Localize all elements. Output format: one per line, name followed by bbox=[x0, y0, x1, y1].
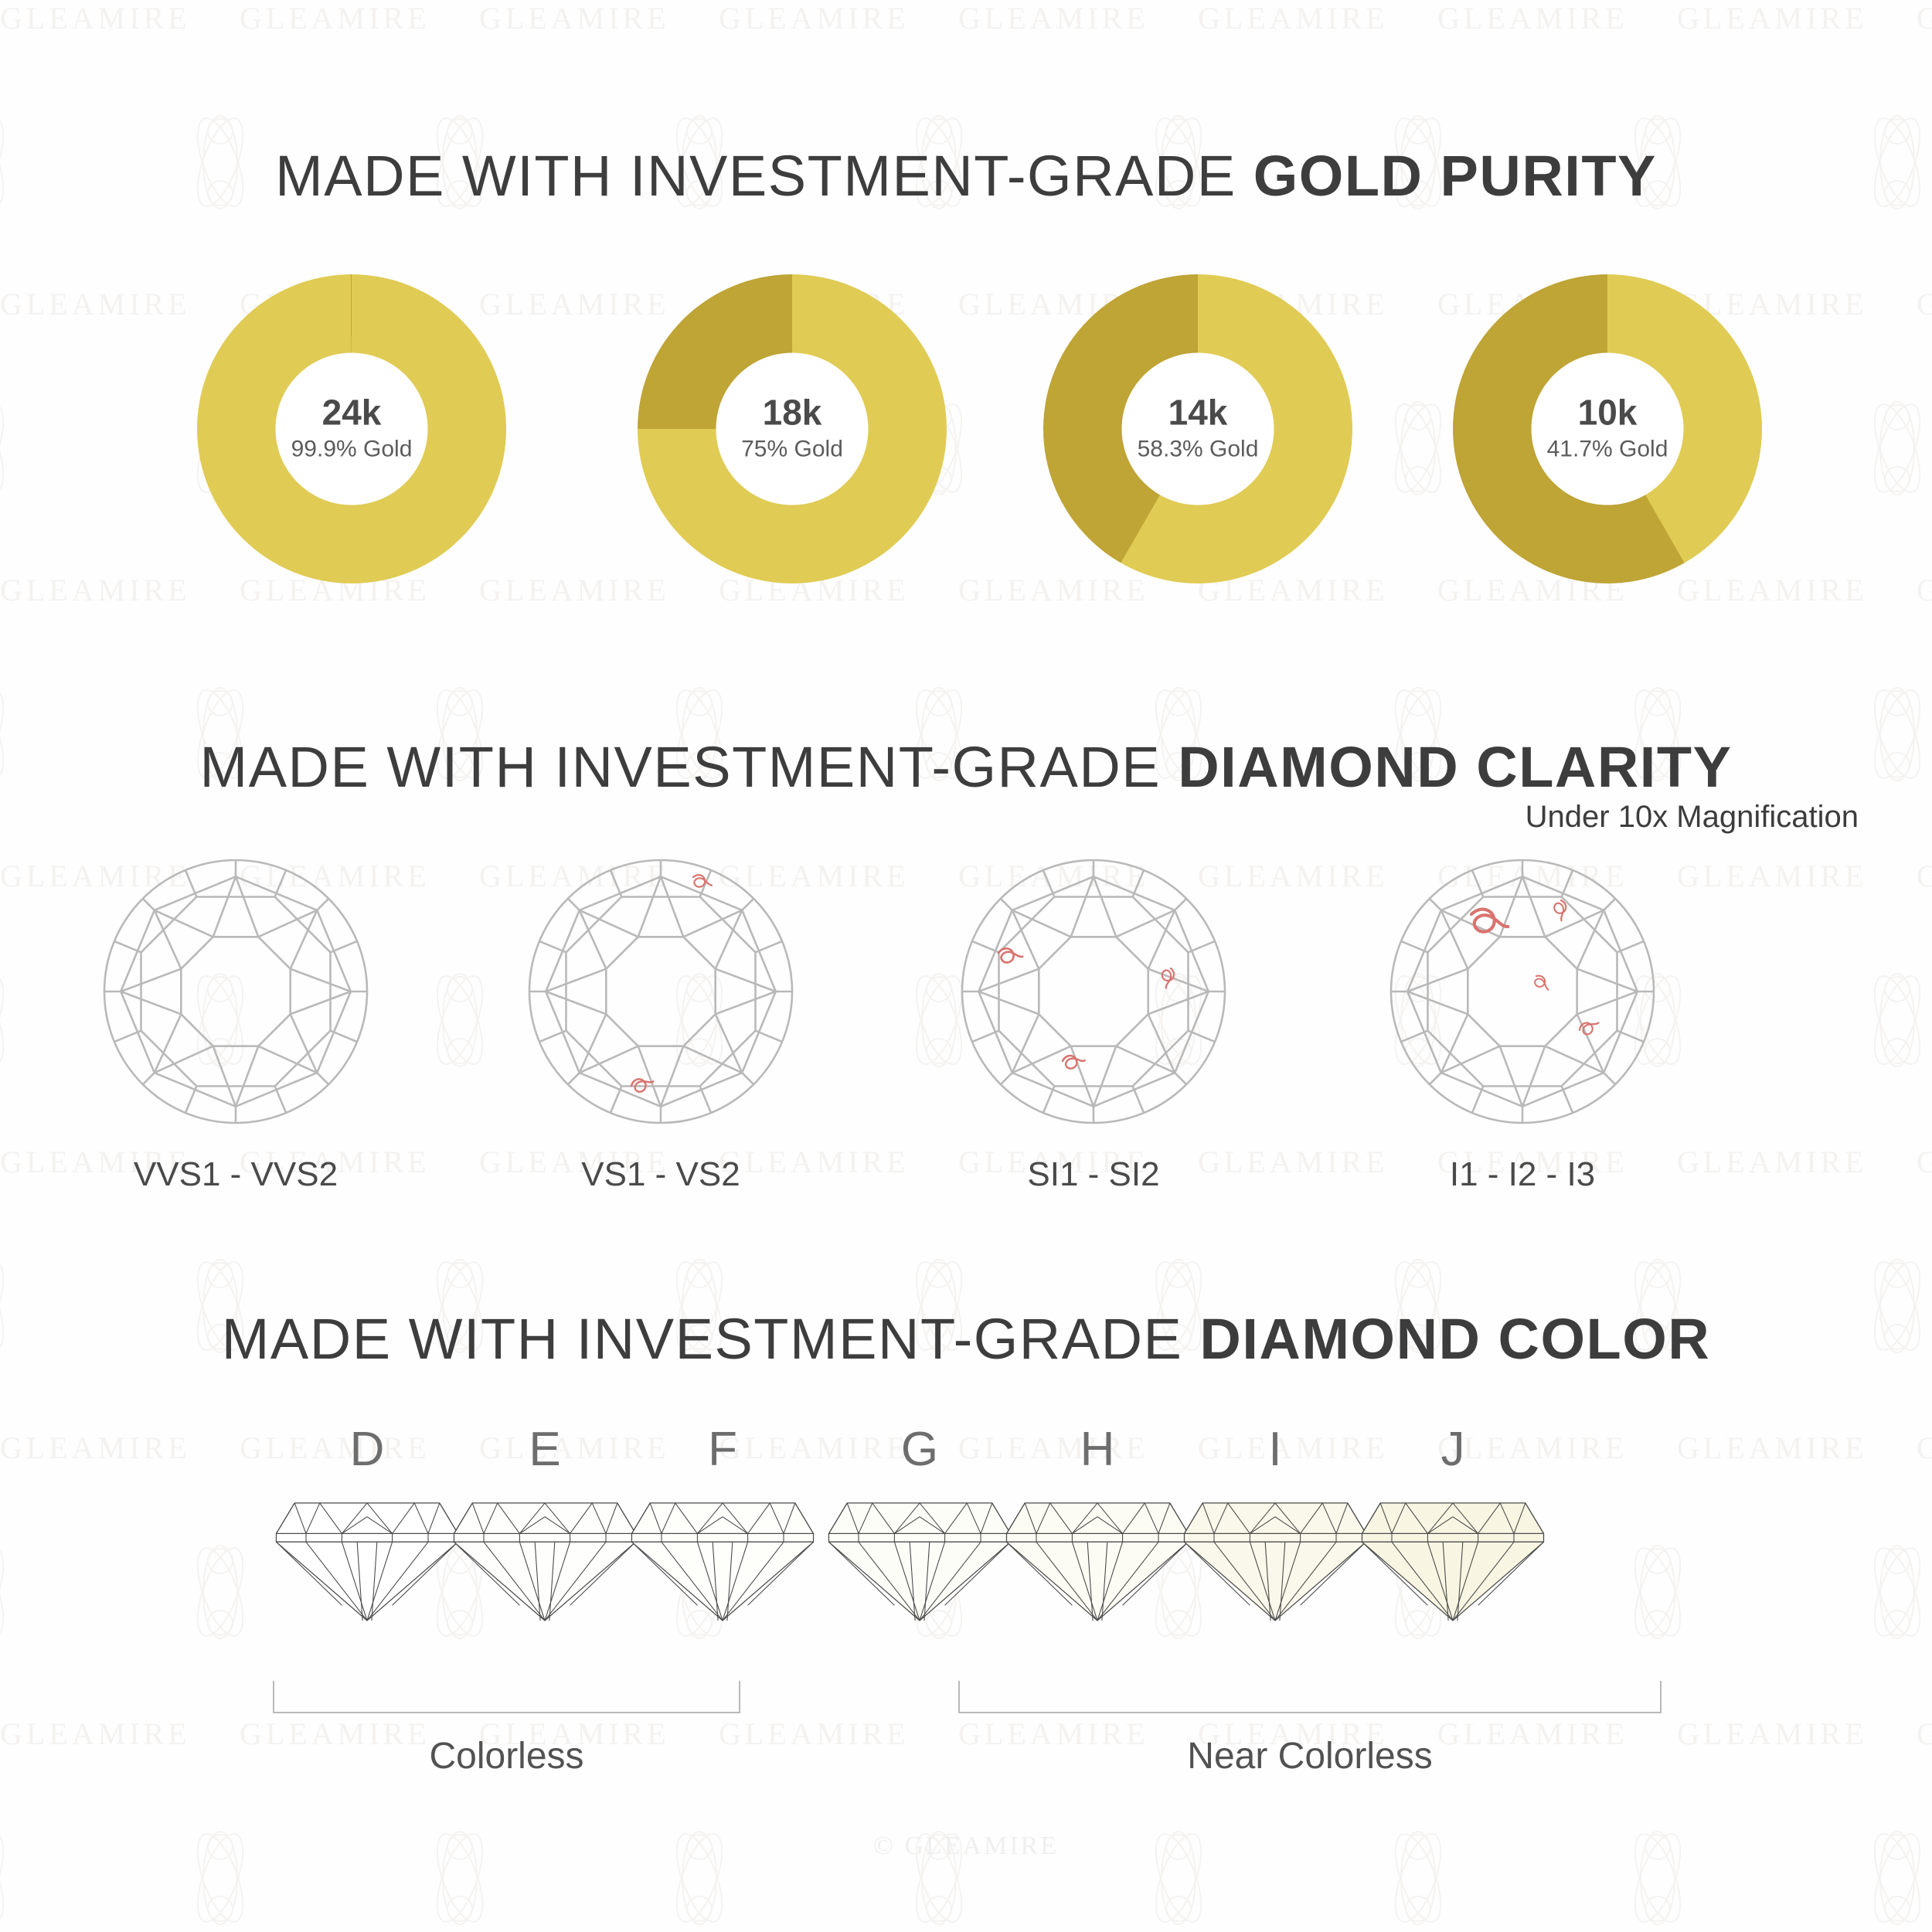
inclusion-mark bbox=[1061, 1054, 1087, 1070]
diamond-icon-g bbox=[828, 1502, 1012, 1621]
color-letter-j: J bbox=[1440, 1423, 1465, 1476]
donut-hole-14k: 14k 58.3% Gold bbox=[1121, 352, 1274, 505]
donut-percent-10k: 41.7% Gold bbox=[1546, 436, 1668, 462]
clarity-subtitle: Under 10x Magnification bbox=[1525, 800, 1859, 834]
color-title-normal: MADE WITH INVESTMENT-GRADE bbox=[221, 1307, 1200, 1371]
donut-karat-10k: 10k bbox=[1577, 392, 1638, 433]
watermark-text: GLEAMIRE bbox=[1198, 1, 1389, 36]
clarity-title-normal: MADE WITH INVESTMENT-GRADE bbox=[199, 735, 1179, 799]
gold-title-bold: GOLD PURITY bbox=[1253, 144, 1657, 208]
inclusion-mark bbox=[692, 874, 713, 888]
watermark-text: GLEAMIRE bbox=[719, 1, 910, 36]
color-letter-i: I bbox=[1268, 1423, 1282, 1476]
donut-percent-18k: 75% Gold bbox=[741, 436, 843, 462]
clarity-label-si: SI1 - SI2 bbox=[1027, 1155, 1160, 1193]
watermark-text: GLEAMIRE bbox=[240, 1, 430, 36]
donut-hole-18k: 18k 75% Gold bbox=[716, 352, 869, 505]
color-letter-d: D bbox=[349, 1423, 385, 1476]
color-grade-e: E bbox=[444, 1426, 645, 1622]
inclusion-mark bbox=[1161, 967, 1175, 989]
gold-title-normal: MADE WITH INVESTMENT-GRADE bbox=[275, 144, 1253, 208]
clarity-label-i: I1 - I2 - I3 bbox=[1449, 1155, 1596, 1193]
gold-section-title: MADE WITH INVESTMENT-GRADE GOLD PURITY bbox=[0, 143, 1932, 209]
round-brilliant-svg bbox=[103, 859, 369, 1124]
round-brilliant-svg bbox=[1389, 859, 1655, 1124]
color-letter-e: E bbox=[529, 1423, 561, 1476]
round-brilliant-svg bbox=[528, 859, 794, 1124]
round-brilliant-diagram-vs bbox=[506, 854, 815, 1129]
watermark-text: GLEAMIRE bbox=[1437, 1, 1628, 36]
clarity-label-vs: VS1 - VS2 bbox=[581, 1155, 740, 1193]
round-brilliant-diagram-vvs bbox=[81, 854, 390, 1129]
round-brilliant-diagram-i bbox=[1368, 854, 1677, 1129]
clarity-row: VVS1 - VVS2 VS1 - VS2 SI1 - SI2 I1 - I2 … bbox=[0, 854, 1932, 1209]
diamond-icon-j bbox=[1361, 1502, 1545, 1621]
donut-karat-18k: 18k bbox=[762, 392, 822, 433]
round-brilliant-svg bbox=[961, 859, 1226, 1124]
bracket-colorless bbox=[273, 1681, 740, 1713]
diamond-icon-f bbox=[631, 1502, 815, 1621]
bracket-label-colorless: Colorless bbox=[429, 1736, 584, 1777]
donut-chart-10k: 10k 41.7% Gold bbox=[1453, 274, 1762, 583]
donut-karat-14k: 14k bbox=[1168, 392, 1228, 433]
bracket-near-colorless bbox=[958, 1681, 1662, 1713]
clarity-section-title: MADE WITH INVESTMENT-GRADE DIAMOND CLARI… bbox=[0, 734, 1932, 800]
watermark-text: GLEAMIRE bbox=[958, 1, 1149, 36]
color-letter-f: F bbox=[708, 1423, 737, 1476]
footer-copyright: © GLEAMIRE bbox=[873, 1832, 1059, 1860]
diamond-icon-h bbox=[1005, 1502, 1189, 1621]
donut-chart-14k: 14k 58.3% Gold bbox=[1043, 274, 1352, 583]
donut-karat-24k: 24k bbox=[321, 392, 382, 433]
gold-donut-row: 24k 99.9% Gold 18k 75% Gold 14k 58.3% Go… bbox=[0, 274, 1932, 614]
inclusion-mark bbox=[1469, 907, 1510, 934]
donut-hole-24k: 24k 99.9% Gold bbox=[275, 352, 428, 505]
donut-chart-24k: 24k 99.9% Gold bbox=[197, 274, 506, 583]
inclusion-mark bbox=[1553, 899, 1567, 922]
clarity-item-vs: VS1 - VS2 bbox=[506, 854, 815, 1194]
color-title-bold: DIAMOND COLOR bbox=[1199, 1307, 1711, 1371]
round-brilliant-diagram-si bbox=[939, 854, 1248, 1129]
donut-percent-14k: 58.3% Gold bbox=[1137, 436, 1259, 462]
watermark-text: GLEAMIRE bbox=[1677, 1, 1868, 36]
color-grade-i: I bbox=[1175, 1426, 1376, 1622]
clarity-item-vvs: VVS1 - VVS2 bbox=[81, 854, 390, 1194]
clarity-label-vvs: VVS1 - VVS2 bbox=[133, 1155, 338, 1193]
diamond-icon-d bbox=[275, 1502, 459, 1621]
clarity-item-i: I1 - I2 - I3 bbox=[1368, 854, 1677, 1194]
clarity-item-si: SI1 - SI2 bbox=[939, 854, 1248, 1194]
clarity-title-bold: DIAMOND CLARITY bbox=[1178, 735, 1733, 799]
donut-hole-10k: 10k 41.7% Gold bbox=[1531, 352, 1684, 505]
inclusion-mark bbox=[630, 1078, 655, 1093]
inclusion-mark bbox=[1578, 1022, 1600, 1036]
color-grade-f: F bbox=[622, 1426, 823, 1622]
color-letter-h: H bbox=[1080, 1423, 1115, 1476]
bracket-label-near-colorless: Near Colorless bbox=[1187, 1736, 1433, 1777]
inclusion-mark bbox=[997, 947, 1024, 964]
color-section-title: MADE WITH INVESTMENT-GRADE DIAMOND COLOR bbox=[0, 1306, 1932, 1372]
color-grade-d: D bbox=[267, 1426, 468, 1622]
diamond-icon-e bbox=[453, 1502, 637, 1621]
color-grade-j: J bbox=[1352, 1426, 1553, 1622]
color-grade-h: H bbox=[997, 1426, 1198, 1622]
color-letter-g: G bbox=[900, 1423, 939, 1476]
watermark-text: GLEAMIRE bbox=[0, 1, 191, 36]
color-grade-g: G bbox=[819, 1426, 1020, 1622]
watermark-text: GLEAMIRE bbox=[479, 1, 670, 36]
donut-percent-24k: 99.9% Gold bbox=[291, 436, 413, 462]
donut-chart-18k: 18k 75% Gold bbox=[638, 274, 947, 583]
watermark-text: GLEAMIRE bbox=[1917, 1, 1932, 36]
inclusion-mark bbox=[1534, 975, 1549, 991]
diamond-icon-i bbox=[1183, 1502, 1367, 1621]
